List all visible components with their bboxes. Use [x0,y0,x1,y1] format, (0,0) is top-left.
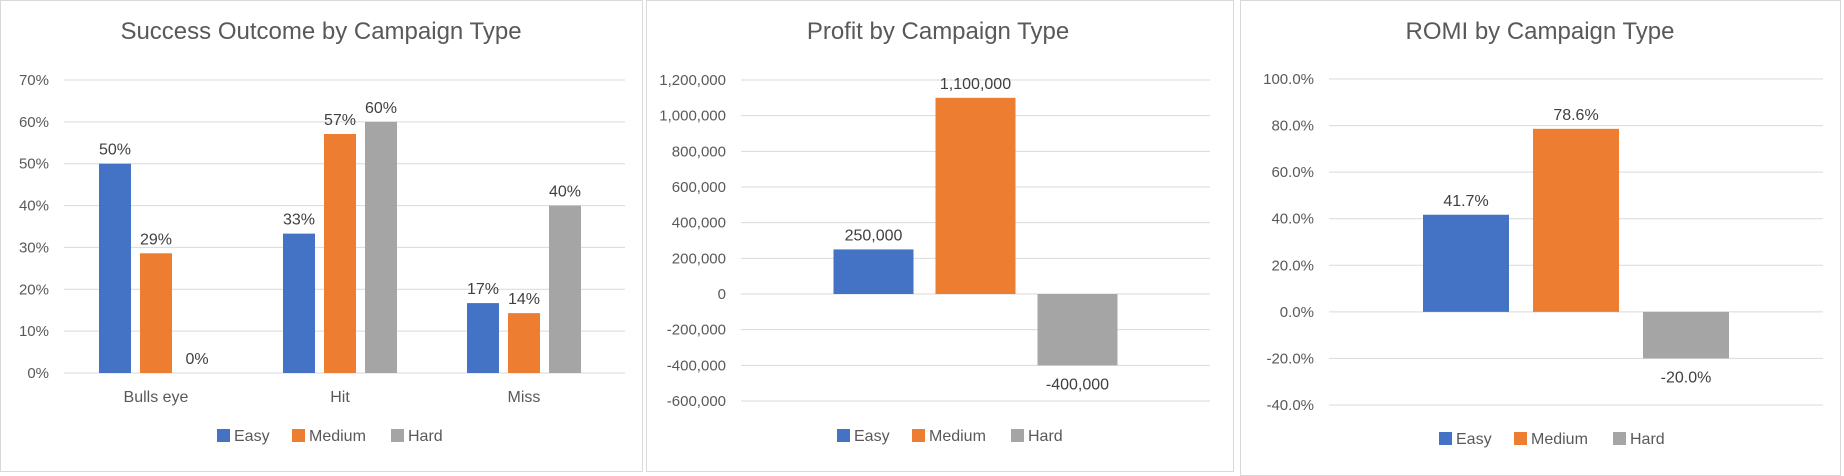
y-tick-label: 20.0% [1271,257,1314,274]
y-tick-label: 0% [27,365,49,382]
data-label: 50% [99,142,131,159]
romi-chart: ROMI by Campaign Type -40.0% -20.0% 0.0% 20.… [1263,18,1823,448]
bar-medium [935,97,1016,294]
y-tick-label: 1,200,000 [659,72,726,89]
y-tick-label: 200,000 [672,250,726,267]
chart-title: ROMI by Campaign Type [1405,18,1674,45]
legend-swatch-easy [217,429,230,442]
data-label: -20.0% [1661,369,1712,386]
legend-label-medium: Medium [929,428,986,445]
legend-label-hard: Hard [1028,428,1063,445]
bar-hard [1643,311,1729,359]
bar-medium [324,133,356,373]
y-tick-label: 1,000,000 [659,108,726,125]
legend-swatch-easy [1439,432,1452,445]
chart-title: Profit by Campaign Type [807,18,1069,45]
legend-label-easy: Easy [234,428,270,445]
legend-swatch-hard [1613,432,1626,445]
legend-label-easy: Easy [854,428,890,445]
y-tick-label: 60% [19,114,49,131]
bar-easy [833,249,914,294]
chart-title: Success Outcome by Campaign Type [120,18,521,45]
y-tick-label: 100.0% [1263,71,1314,88]
y-tick-label: -600,000 [667,393,726,410]
success-outcome-chart: Success Outcome by Campaign Type 0% 10% 20%… [19,18,625,445]
y-tick-label: 60.0% [1271,164,1314,181]
legend-label-medium: Medium [1531,431,1588,448]
bar-easy [99,163,131,373]
y-tick-label: 30% [19,239,49,256]
y-tick-label: -20.0% [1266,350,1314,367]
y-tick-label: 600,000 [672,179,726,196]
bar-medium [1533,128,1619,312]
data-label: 14% [508,291,540,308]
data-label: 1,100,000 [940,76,1011,93]
bar-easy [467,303,499,373]
y-tick-label: -400,000 [667,357,726,374]
y-tick-label: 400,000 [672,215,726,232]
bar-medium [140,253,172,373]
legend-label-hard: Hard [408,428,443,445]
category-label: Bulls eye [124,389,189,406]
legend-label-medium: Medium [309,428,366,445]
legend-swatch-hard [391,429,404,442]
bar-hard [549,205,581,373]
data-label: -400,000 [1046,376,1109,393]
y-tick-label: 40.0% [1271,211,1314,228]
y-tick-label: -40.0% [1266,397,1314,414]
y-tick-label: 800,000 [672,143,726,160]
y-tick-label: 20% [19,281,49,298]
bar-easy [283,233,315,373]
bar-easy [1423,214,1509,312]
bar-medium [508,313,540,373]
y-tick-label: 0 [718,286,726,303]
data-label: 29% [140,231,172,248]
success-outcome-chart-panel: Success Outcome by Campaign Type 0% 10% 20%… [0,0,643,472]
data-label: 78.6% [1553,107,1598,124]
legend-swatch-easy [837,429,850,442]
data-label: 57% [324,112,356,129]
y-tick-label: 10% [19,323,49,340]
legend-swatch-hard [1011,429,1024,442]
y-tick-label: 40% [19,198,49,215]
legend-swatch-medium [1514,432,1527,445]
data-label: 0% [185,351,208,368]
data-label: 41.7% [1443,193,1488,210]
y-tick-label: 80.0% [1271,118,1314,135]
bar-hard [1037,294,1118,366]
data-label: 40% [549,184,581,201]
data-label: 33% [283,212,315,229]
legend-label-easy: Easy [1456,431,1492,448]
y-tick-label: 70% [19,72,49,89]
y-tick-label: 0.0% [1280,304,1314,321]
category-label: Miss [508,389,541,406]
data-label: 250,000 [845,227,903,244]
category-label: Hit [330,389,350,406]
data-label: 17% [467,281,499,298]
legend-swatch-medium [912,429,925,442]
y-tick-label: -200,000 [667,322,726,339]
legend-label-hard: Hard [1630,431,1665,448]
profit-chart-panel: Profit by Campaign Type -600,000 -400,000 -… [646,0,1234,472]
y-tick-label: 50% [19,156,49,173]
data-label: 60% [365,100,397,117]
romi-chart-panel: ROMI by Campaign Type -40.0% -20.0% 0.0% 20.… [1240,0,1841,476]
legend-swatch-medium [292,429,305,442]
profit-chart: Profit by Campaign Type -600,000 -400,000 -… [659,18,1210,445]
bar-hard [365,121,397,373]
